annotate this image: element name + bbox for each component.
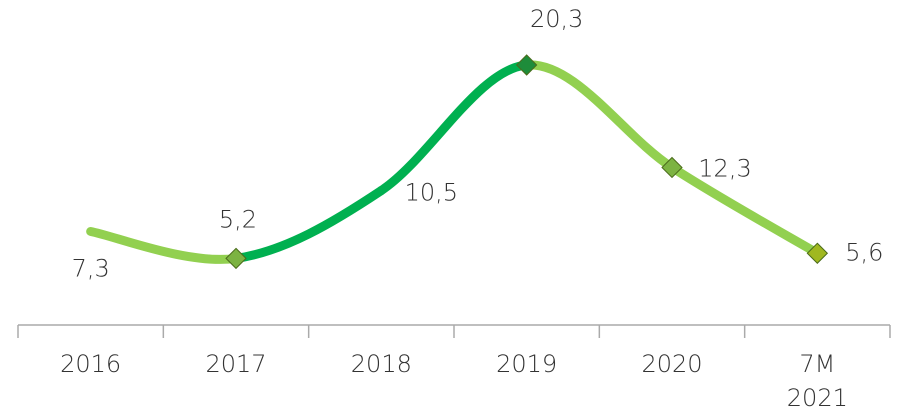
marker (515, 54, 538, 76)
line-segment (667, 162, 822, 258)
line-segment (522, 60, 677, 172)
data-label: 7,3 (72, 255, 110, 283)
data-label: 20,3 (530, 5, 583, 33)
line-segment (231, 186, 386, 263)
x-tick-label: 2016 (60, 350, 121, 378)
line-segment (376, 60, 532, 196)
marker (806, 242, 829, 264)
data-label: 10,5 (405, 179, 458, 207)
x-tick-label: 7M 2021 (787, 350, 848, 412)
marker (661, 156, 683, 179)
x-tick-label: 2017 (205, 350, 266, 378)
x-tick-label: 2018 (351, 350, 412, 378)
data-label: 12,3 (698, 154, 751, 182)
x-tick-label: 2019 (496, 350, 557, 378)
data-label: 5,2 (219, 205, 257, 233)
data-label: 5,6 (845, 238, 883, 266)
x-tick-label: 2020 (641, 350, 702, 378)
line-segment (86, 227, 241, 264)
marker (225, 247, 247, 270)
